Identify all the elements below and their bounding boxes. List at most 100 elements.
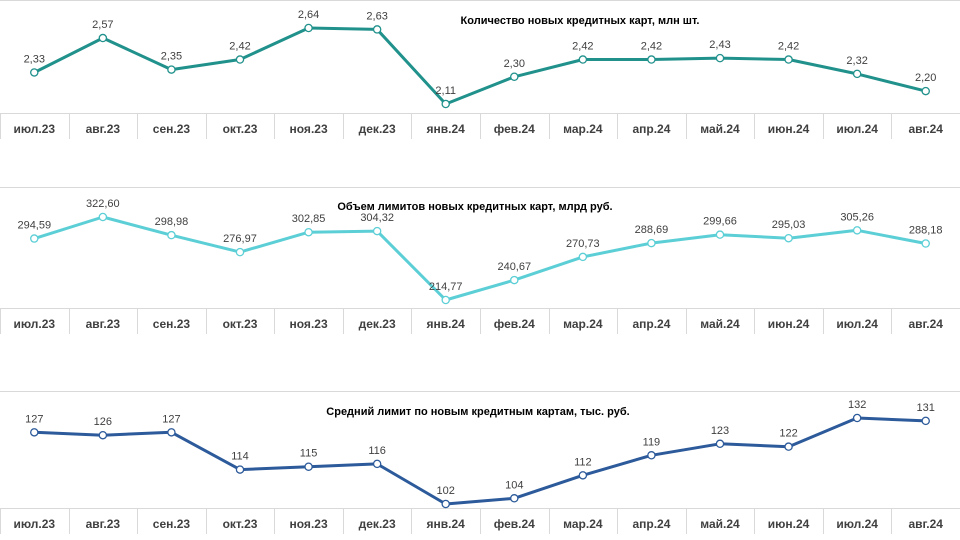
chart1-data-label: 2,30 — [504, 58, 525, 70]
chart2-data-label: 305,26 — [840, 211, 874, 223]
chart1-x-tick-label: фев.24 — [494, 122, 535, 136]
chart2-x-tick-label: мар.24 — [563, 317, 603, 331]
chart2-data-point — [510, 275, 519, 285]
chart2-data-label: 302,85 — [292, 213, 326, 225]
chart3-data-point — [167, 428, 176, 437]
chart2-data-label: 294,59 — [17, 220, 51, 232]
chart1-x-tick-label: июн.24 — [768, 122, 810, 136]
chart1-data-point — [30, 68, 39, 77]
chart2-x-tick-label: авг.24 — [908, 317, 943, 331]
chart1-series-line — [32, 26, 928, 106]
chart2-x-tick-label: авг.23 — [86, 317, 121, 331]
chart2-x-tick-label: июл.24 — [836, 317, 878, 331]
chart3-x-tick-label: ноя.23 — [290, 517, 328, 531]
chart2-x-tick-label: сен.23 — [153, 317, 191, 331]
chart3-data-label: 102 — [437, 485, 455, 497]
chart3-data-point — [372, 459, 382, 469]
chart2-x-tick-label: дек.23 — [359, 317, 396, 331]
chart2-data-point — [30, 234, 39, 243]
chart3-data-label: 119 — [643, 436, 661, 448]
chart1-data-label: 2,42 — [229, 41, 250, 53]
chart1-data-label: 2,43 — [709, 39, 730, 51]
chart1-data-label: 2,63 — [366, 10, 387, 22]
chart1-x-tick-label: мар.24 — [563, 122, 603, 136]
chart3-data-label: 122 — [779, 428, 797, 440]
chart3-x-tick-label: мар.24 — [563, 517, 603, 531]
chart2-data-point — [304, 227, 313, 237]
chart1-data-point — [167, 65, 176, 74]
chart3-data-point — [578, 471, 588, 480]
chart2-data-point — [167, 230, 176, 240]
chart2-data-label: 322,60 — [86, 198, 120, 210]
chart3-x-tick-label: авг.23 — [86, 517, 121, 531]
chart1-x-tick-label: май.24 — [700, 122, 740, 136]
chart3-data-label: 127 — [162, 413, 180, 425]
chart2-data-label: 276,97 — [223, 233, 257, 245]
chart3-x-tick-label: сен.23 — [153, 517, 191, 531]
chart3-data-point — [98, 430, 108, 440]
chart2-data-point — [235, 247, 245, 257]
chart1-data-label: 2,11 — [435, 85, 456, 97]
chart1-x-tick-label: июл.24 — [836, 122, 878, 136]
chart2-title: Объем лимитов новых кредитных карт, млрд… — [337, 201, 612, 213]
chart3-data-label: 132 — [848, 399, 866, 411]
chart2-data-point — [715, 230, 725, 239]
chart2-x-tick-label: окт.23 — [223, 317, 258, 331]
chart1-x-tick-label: ноя.23 — [290, 122, 328, 136]
chart1-x-tick-label: дек.23 — [359, 122, 396, 136]
chart1-x-tick-label: авг.23 — [86, 122, 121, 136]
chart2-data-label: 288,69 — [635, 224, 669, 236]
chart3-data-label: 127 — [25, 413, 43, 425]
chart3-data-label: 114 — [231, 451, 249, 463]
chart1-x-tick-label: июл.23 — [13, 122, 55, 136]
chart1-x-tick-label: авг.24 — [908, 122, 943, 136]
chart3-data-point — [30, 428, 39, 437]
chart2-data-label: 214,77 — [429, 281, 463, 293]
chart3-x-tick-label: авг.24 — [908, 517, 943, 531]
chart2-data-point — [784, 233, 793, 243]
chart1-x-tick-label: апр.24 — [632, 122, 670, 136]
chart1-data-point — [441, 99, 450, 109]
chart2-data-point — [578, 252, 588, 262]
chart3-x-tick-label: апр.24 — [632, 517, 670, 531]
chart3-data-label: 116 — [368, 445, 386, 457]
chart2-data-point — [372, 226, 382, 236]
chart1-data-label: 2,20 — [915, 72, 936, 84]
chart1-data-label: 2,57 — [92, 19, 113, 31]
chart1-data-label: 2,42 — [572, 41, 593, 53]
chart1-data-label: 2,32 — [846, 55, 867, 67]
chart1-data-label: 2,35 — [161, 51, 182, 63]
chart1-data-point — [235, 55, 245, 64]
chart1-data-point — [647, 55, 656, 64]
chart3-data-point — [921, 416, 930, 426]
chart3-data-label: 104 — [505, 479, 523, 491]
chart1-data-point — [715, 53, 725, 63]
chart2-x-tick-label: ноя.23 — [290, 317, 328, 331]
chart2-data-label: 270,73 — [566, 238, 600, 250]
chart3-x-tick-label: фев.24 — [494, 517, 535, 531]
chart2-data-label: 240,67 — [497, 261, 531, 273]
chart1-data-label: 2,64 — [298, 9, 319, 21]
chart2-x-tick-label: фев.24 — [494, 317, 535, 331]
chart2-data-point — [852, 226, 862, 235]
chart1-data-point — [921, 86, 930, 96]
chart2-data-point — [647, 238, 656, 248]
chart1-data-point — [852, 69, 862, 79]
chart1-x-tick-label: янв.24 — [427, 122, 466, 136]
chart2-x-tick-label: май.24 — [700, 317, 740, 331]
chart1-title: Количество новых кредитных карт, млн шт. — [461, 15, 700, 27]
chart3-x-tick-label: май.24 — [700, 517, 740, 531]
chart3-data-label: 112 — [574, 456, 592, 468]
chart3-x-tick-label: июл.24 — [836, 517, 878, 531]
chart3-data-point — [304, 462, 313, 471]
chart1-x-tick-label: окт.23 — [223, 122, 258, 136]
chart3-data-label: 131 — [917, 402, 935, 414]
chart2-series-line — [32, 215, 928, 302]
chart3-x-tick-label: окт.23 — [223, 517, 258, 531]
chart2-x-tick-label: янв.24 — [427, 317, 466, 331]
chart1-data-point — [578, 55, 588, 64]
chart3-data-point — [784, 442, 793, 451]
chart3-data-point — [441, 499, 450, 509]
chart1-data-label: 2,42 — [778, 41, 799, 53]
